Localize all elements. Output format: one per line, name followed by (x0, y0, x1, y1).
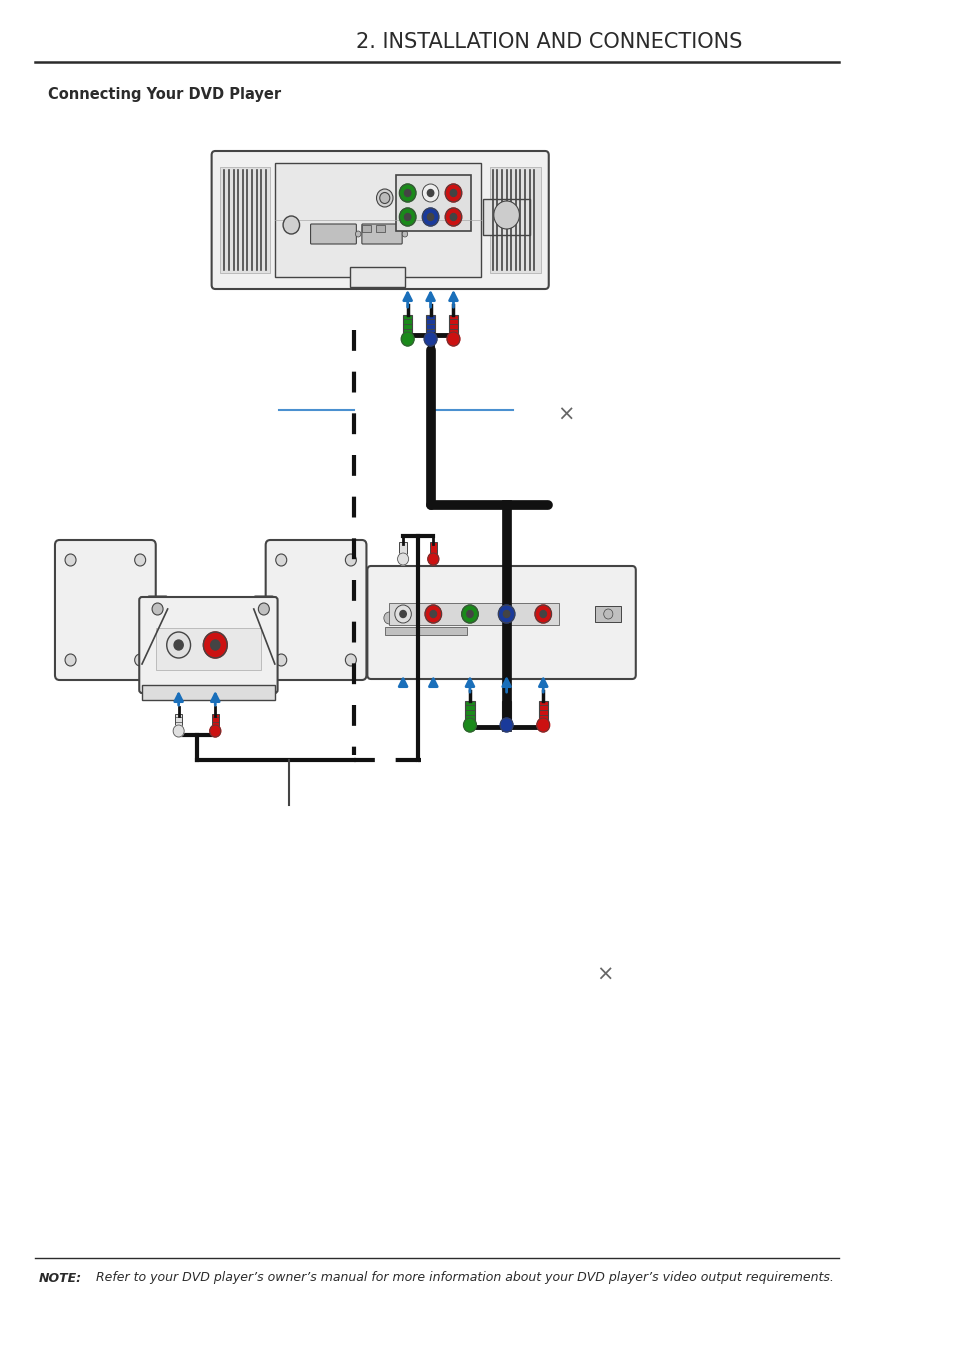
Circle shape (152, 603, 163, 615)
Circle shape (397, 553, 408, 565)
Circle shape (404, 214, 411, 220)
Bar (399, 542, 406, 556)
Circle shape (404, 189, 411, 196)
Circle shape (172, 725, 184, 737)
Circle shape (466, 611, 473, 618)
FancyBboxPatch shape (361, 224, 402, 243)
FancyBboxPatch shape (139, 598, 277, 694)
Circle shape (422, 208, 438, 226)
Text: ×: × (596, 965, 613, 986)
FancyBboxPatch shape (367, 566, 635, 679)
Bar (403, 315, 412, 335)
Bar (350, 266, 404, 287)
Text: 2. INSTALLATION AND CONNECTIONS: 2. INSTALLATION AND CONNECTIONS (356, 32, 742, 51)
Bar (429, 542, 436, 556)
Bar (375, 224, 384, 233)
Circle shape (65, 654, 76, 667)
Text: NOTE:: NOTE: (38, 1271, 82, 1284)
Circle shape (463, 718, 476, 731)
Bar (465, 700, 474, 721)
Bar (142, 685, 274, 700)
Circle shape (461, 604, 477, 623)
Text: Refer to your DVD player’s owner’s manual for more information about your DVD pl: Refer to your DVD player’s owner’s manua… (91, 1271, 833, 1284)
Circle shape (422, 184, 438, 201)
Bar (538, 700, 547, 721)
Circle shape (283, 216, 299, 234)
Circle shape (203, 631, 227, 658)
Circle shape (430, 611, 436, 618)
Circle shape (395, 604, 411, 623)
Circle shape (134, 554, 146, 566)
Bar (449, 315, 457, 335)
Circle shape (167, 631, 191, 658)
Bar (501, 700, 511, 721)
Bar (482, 199, 530, 235)
Circle shape (445, 208, 461, 226)
Circle shape (424, 333, 436, 346)
Bar (212, 714, 219, 727)
Bar (384, 627, 467, 635)
Circle shape (211, 639, 219, 650)
Circle shape (539, 611, 546, 618)
FancyBboxPatch shape (311, 224, 356, 243)
Bar (389, 603, 558, 625)
Circle shape (450, 189, 456, 196)
Circle shape (379, 192, 390, 204)
Bar (595, 606, 620, 622)
Circle shape (345, 654, 356, 667)
Circle shape (603, 608, 612, 619)
Circle shape (173, 639, 183, 650)
Bar (155, 627, 261, 671)
Circle shape (134, 654, 146, 667)
Circle shape (425, 604, 441, 623)
Circle shape (258, 603, 269, 615)
Circle shape (401, 333, 414, 346)
FancyBboxPatch shape (265, 539, 366, 680)
Text: Connecting Your DVD Player: Connecting Your DVD Player (48, 88, 280, 103)
Circle shape (399, 611, 406, 618)
Bar (274, 164, 480, 277)
FancyBboxPatch shape (55, 539, 155, 680)
Circle shape (345, 554, 356, 566)
Bar (219, 168, 270, 273)
Circle shape (499, 718, 513, 731)
Circle shape (427, 553, 438, 565)
Circle shape (503, 611, 509, 618)
Circle shape (402, 231, 407, 237)
Circle shape (450, 214, 456, 220)
FancyBboxPatch shape (148, 596, 168, 622)
FancyBboxPatch shape (253, 596, 274, 622)
Bar (361, 224, 371, 233)
Bar (395, 174, 471, 231)
Circle shape (399, 184, 416, 201)
Circle shape (497, 604, 515, 623)
Circle shape (427, 214, 434, 220)
Circle shape (275, 654, 287, 667)
Circle shape (447, 333, 459, 346)
Circle shape (427, 189, 434, 196)
Circle shape (535, 604, 551, 623)
Circle shape (399, 208, 416, 226)
Circle shape (537, 718, 549, 731)
Bar (490, 168, 540, 273)
Circle shape (275, 554, 287, 566)
Circle shape (355, 231, 360, 237)
Text: ×: × (557, 406, 575, 425)
Circle shape (210, 725, 220, 737)
Bar (174, 714, 182, 727)
Bar (426, 315, 435, 335)
FancyBboxPatch shape (212, 151, 548, 289)
Circle shape (65, 554, 76, 566)
Circle shape (376, 189, 393, 207)
Circle shape (494, 201, 518, 228)
Circle shape (383, 612, 395, 625)
Circle shape (445, 184, 461, 201)
